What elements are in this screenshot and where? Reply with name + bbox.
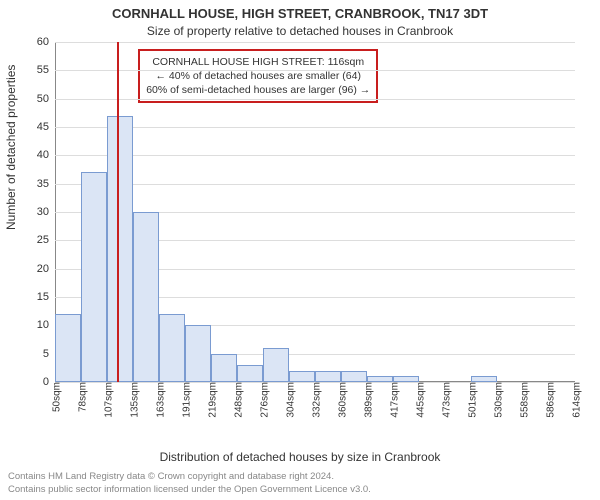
- histogram-bar: [263, 348, 289, 382]
- x-tick-label: 417sqm: [386, 382, 401, 418]
- histogram-bar: [81, 172, 107, 382]
- gridline: [55, 70, 575, 71]
- x-tick-label: 445sqm: [412, 382, 427, 418]
- x-tick-label: 501sqm: [464, 382, 479, 418]
- gridline: [55, 42, 575, 43]
- chart-title-main: CORNHALL HOUSE, HIGH STREET, CRANBROOK, …: [0, 6, 600, 21]
- x-axis-label: Distribution of detached houses by size …: [0, 450, 600, 464]
- y-tick-label: 30: [37, 206, 55, 218]
- annotation-box: CORNHALL HOUSE HIGH STREET: 116sqm ← 40%…: [138, 49, 378, 104]
- footer-line2: Contains public sector information licen…: [8, 484, 371, 496]
- gridline: [55, 184, 575, 185]
- chart-container: { "title_main": "CORNHALL HOUSE, HIGH ST…: [0, 0, 600, 500]
- x-tick-label: 360sqm: [334, 382, 349, 418]
- y-tick-label: 15: [37, 291, 55, 303]
- x-tick-label: 219sqm: [204, 382, 219, 418]
- plot-area: CORNHALL HOUSE HIGH STREET: 116sqm ← 40%…: [55, 42, 575, 382]
- y-tick-label: 25: [37, 234, 55, 246]
- histogram-bar: [159, 314, 185, 382]
- footer-attribution: Contains HM Land Registry data © Crown c…: [8, 471, 371, 496]
- x-tick-label: 107sqm: [100, 382, 115, 418]
- x-tick-label: 135sqm: [126, 382, 141, 418]
- y-tick-label: 35: [37, 178, 55, 190]
- y-tick-label: 20: [37, 263, 55, 275]
- x-tick-label: 248sqm: [230, 382, 245, 418]
- x-tick-label: 530sqm: [490, 382, 505, 418]
- y-tick-label: 60: [37, 36, 55, 48]
- histogram-bar: [133, 212, 159, 382]
- y-tick-label: 50: [37, 93, 55, 105]
- x-tick-label: 473sqm: [438, 382, 453, 418]
- y-tick-label: 5: [43, 348, 55, 360]
- histogram-bar: [341, 371, 367, 382]
- gridline: [55, 99, 575, 100]
- histogram-bar: [55, 314, 81, 382]
- reference-line: [117, 42, 119, 382]
- histogram-bar: [185, 325, 211, 382]
- x-tick-label: 586sqm: [542, 382, 557, 418]
- x-tick-label: 191sqm: [178, 382, 193, 418]
- y-tick-label: 55: [37, 64, 55, 76]
- y-axis-label: Number of detached properties: [4, 65, 18, 230]
- gridline: [55, 155, 575, 156]
- x-tick-label: 78sqm: [74, 382, 89, 412]
- x-tick-label: 389sqm: [360, 382, 375, 418]
- histogram-bar: [289, 371, 315, 382]
- histogram-bar: [211, 354, 237, 382]
- annotation-line3: 60% of semi-detached houses are larger (…: [146, 83, 370, 97]
- histogram-bar: [315, 371, 341, 382]
- chart-title-sub: Size of property relative to detached ho…: [0, 24, 600, 38]
- y-tick-label: 10: [37, 319, 55, 331]
- footer-line1: Contains HM Land Registry data © Crown c…: [8, 471, 371, 483]
- x-tick-label: 50sqm: [48, 382, 63, 412]
- x-tick-label: 558sqm: [516, 382, 531, 418]
- x-tick-label: 304sqm: [282, 382, 297, 418]
- histogram-bar: [107, 116, 133, 382]
- x-tick-label: 332sqm: [308, 382, 323, 418]
- x-tick-label: 276sqm: [256, 382, 271, 418]
- x-tick-label: 614sqm: [568, 382, 583, 418]
- y-tick-label: 40: [37, 149, 55, 161]
- y-tick-label: 45: [37, 121, 55, 133]
- annotation-line1: CORNHALL HOUSE HIGH STREET: 116sqm: [146, 55, 370, 69]
- x-tick-label: 163sqm: [152, 382, 167, 418]
- histogram-bar: [237, 365, 263, 382]
- gridline: [55, 127, 575, 128]
